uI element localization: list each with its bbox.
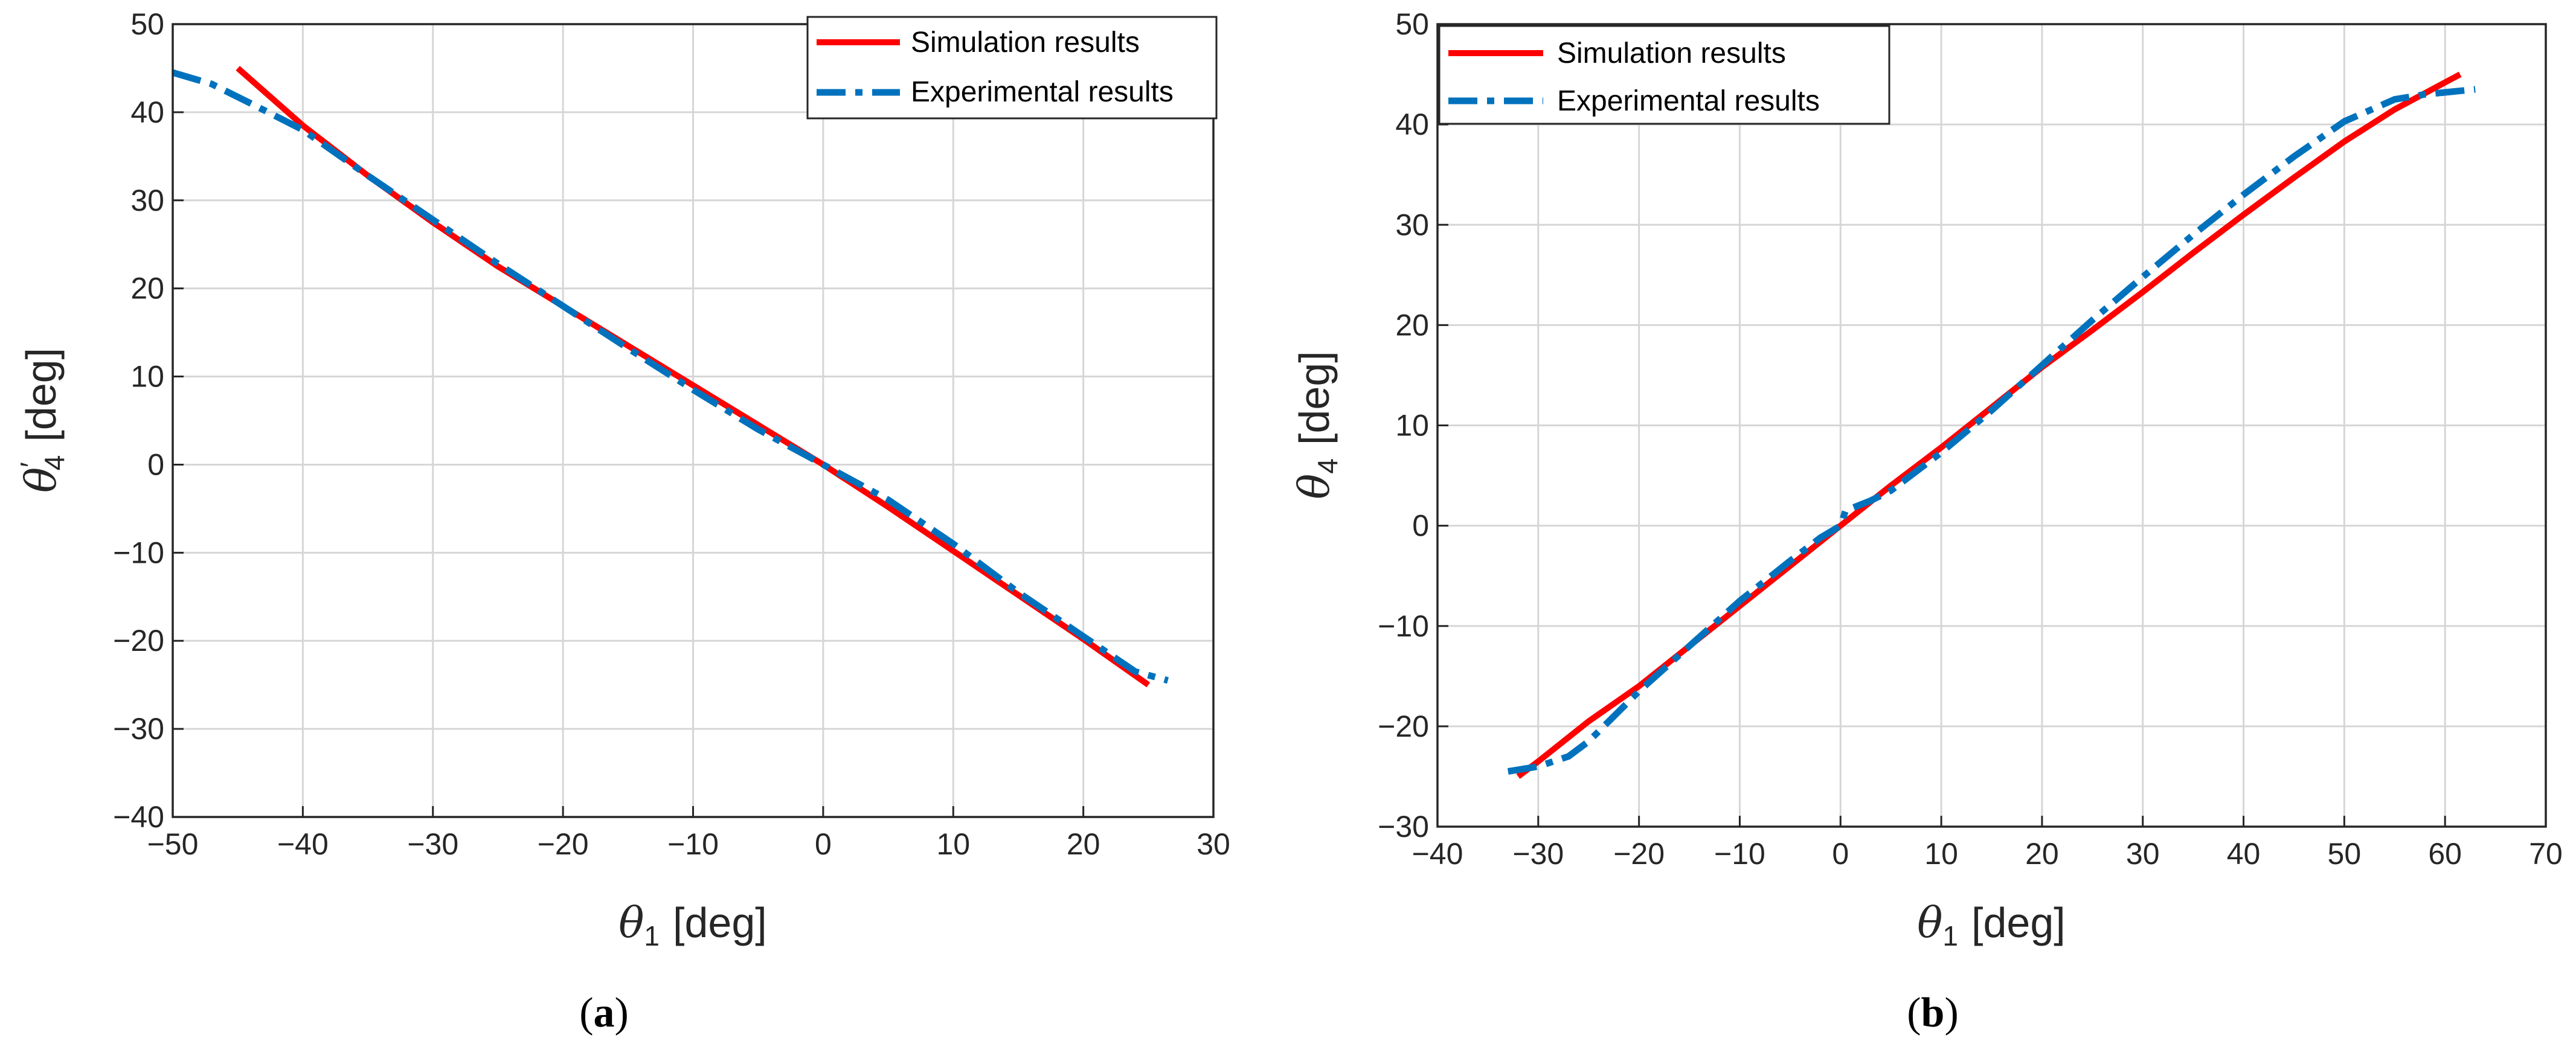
chart-b-xlabel-unit: [deg] xyxy=(1971,899,2066,946)
chart-a-grid xyxy=(172,23,1215,818)
chart-a-caption-letter: a xyxy=(594,990,615,1036)
chart-a-x-tick-label: −40 xyxy=(277,827,329,861)
chart-b-x-tick-label: 20 xyxy=(2025,837,2059,871)
chart-a-caption-close: ) xyxy=(615,990,629,1036)
chart-a-ylabel-sub: 4 xyxy=(39,455,70,471)
chart-b-x-ticks: −40 −30 −20 −10 0 10 20 30 40 50 60 70 xyxy=(1412,816,2563,871)
chart-b-x-tick-label: 40 xyxy=(2227,837,2261,871)
chart-b-legend-label-experimental: Experimental results xyxy=(1557,85,1820,117)
chart-b-experimental-line xyxy=(1507,86,2476,775)
chart-b-y-tick-label: 0 xyxy=(1412,509,1429,543)
chart-b-caption-open: ( xyxy=(1907,990,1921,1036)
chart-b-y-tick-label: 20 xyxy=(1395,308,1429,342)
chart-a-y-axis-label: θ′4 [deg] xyxy=(14,348,70,493)
chart-a-legend: Simulation results Experimental results xyxy=(806,16,1218,120)
chart-a-y-tick-label: −40 xyxy=(113,800,164,834)
chart-b-x-tick-label: −40 xyxy=(1412,837,1463,871)
chart-a-x-tick-label: −30 xyxy=(407,827,458,861)
chart-a-legend-box xyxy=(806,16,1218,120)
chart-a-xlabel-sub: 1 xyxy=(644,920,660,952)
chart-a-x-ticks: −50 −40 −30 −20 −10 0 10 20 30 xyxy=(147,806,1230,861)
chart-a-xlabel-symbol: θ xyxy=(618,898,644,947)
chart-a-x-tick-label: 0 xyxy=(815,827,832,861)
chart-a-y-tick-label: 40 xyxy=(130,95,164,129)
chart-b-legend-box xyxy=(1438,25,1890,125)
chart-a-y-tick-label: −20 xyxy=(113,624,164,658)
chart-b-ylabel-symbol: θ xyxy=(1290,474,1339,499)
chart-a-xlabel-unit: [deg] xyxy=(673,899,767,946)
chart-b-y-tick-label: −10 xyxy=(1378,609,1429,643)
chart-b-series xyxy=(1507,71,2476,779)
chart-a-x-tick-label: −10 xyxy=(667,827,719,861)
chart-a-series xyxy=(172,66,1169,688)
chart-b-y-tick-label: −20 xyxy=(1378,709,1429,743)
chart-a-x-tick-label: −20 xyxy=(538,827,589,861)
chart-a-experimental-line xyxy=(172,69,1169,684)
chart-a-y-tick-label: −30 xyxy=(113,712,164,746)
chart-b-x-tick-label: 10 xyxy=(1924,837,1958,871)
chart-b-y-tick-label: 40 xyxy=(1395,107,1429,141)
chart-a-y-tick-label: 30 xyxy=(130,184,164,217)
chart-a-x-tick-label: 20 xyxy=(1067,827,1100,861)
chart-b-xlabel-symbol: θ xyxy=(1917,898,1942,947)
chart-b-caption: (b) xyxy=(1907,990,1959,1036)
chart-b-legend-label-simulation: Simulation results xyxy=(1557,37,1786,69)
chart-a-y-tick-label: −10 xyxy=(113,536,164,569)
chart-b-y-tick-label: 30 xyxy=(1395,208,1429,242)
chart-a-x-tick-label: 30 xyxy=(1196,827,1230,861)
chart-a-ylabel-symbol: θ xyxy=(16,467,66,493)
chart-b-y-tick-label: −30 xyxy=(1378,810,1429,844)
chart-b-x-tick-label: 0 xyxy=(1832,837,1849,871)
chart-b-x-tick-label: 30 xyxy=(2126,837,2160,871)
chart-b-ylabel-unit: [deg] xyxy=(1291,351,1338,445)
chart-b-x-tick-label: 70 xyxy=(2529,837,2563,871)
chart-b-caption-letter: b xyxy=(1921,990,1945,1036)
chart-a-ylabel-prime: ′ xyxy=(14,462,46,467)
chart-b-xlabel-sub: 1 xyxy=(1942,920,1958,952)
chart-a-y-tick-label: 10 xyxy=(130,360,164,394)
chart-b-x-tick-label: −30 xyxy=(1512,837,1564,871)
chart-b-x-axis-label: θ1 [deg] xyxy=(1917,898,2065,952)
chart-a-ylabel-unit: [deg] xyxy=(18,348,65,442)
chart-a-caption-open: ( xyxy=(579,990,593,1036)
chart-a-y-ticks: −40 −30 −20 −10 0 10 20 30 40 50 xyxy=(113,7,184,834)
chart-a-y-tick-label: 0 xyxy=(147,447,164,481)
chart-b-legend: Simulation results Experimental results xyxy=(1438,25,1890,125)
chart-b-x-tick-label: −20 xyxy=(1613,837,1665,871)
chart-a-x-axis-label: θ1 [deg] xyxy=(618,898,766,952)
chart-a-caption: (a) xyxy=(579,990,629,1036)
chart-b-y-axis-label: θ4 [deg] xyxy=(1290,351,1343,499)
chart-b-y-ticks: −30 −20 −10 0 10 20 30 40 50 xyxy=(1378,7,1448,844)
chart-b-x-tick-label: −10 xyxy=(1714,837,1765,871)
chart-a-y-tick-label: 50 xyxy=(130,7,164,41)
chart-b-x-tick-label: 60 xyxy=(2428,837,2462,871)
chart-b-ylabel-sub: 4 xyxy=(1312,458,1343,474)
chart-b-y-tick-label: 10 xyxy=(1395,409,1429,443)
chart-a-legend-label-experimental: Experimental results xyxy=(911,76,1174,108)
chart-a-legend-label-simulation: Simulation results xyxy=(911,27,1140,59)
chart-b-y-tick-label: 50 xyxy=(1395,7,1429,41)
chart-b-caption-close: ) xyxy=(1944,990,1958,1036)
chart-panel-b: −40 −30 −20 −10 0 10 20 30 40 50 60 70 −30−20−10010… xyxy=(1290,7,2563,1036)
chart-a-x-tick-label: 10 xyxy=(936,827,970,861)
chart-a-y-tick-label: 20 xyxy=(130,272,164,306)
chart-b-x-tick-label: 50 xyxy=(2328,837,2362,871)
chart-a-x-tick-label: −50 xyxy=(147,827,199,861)
